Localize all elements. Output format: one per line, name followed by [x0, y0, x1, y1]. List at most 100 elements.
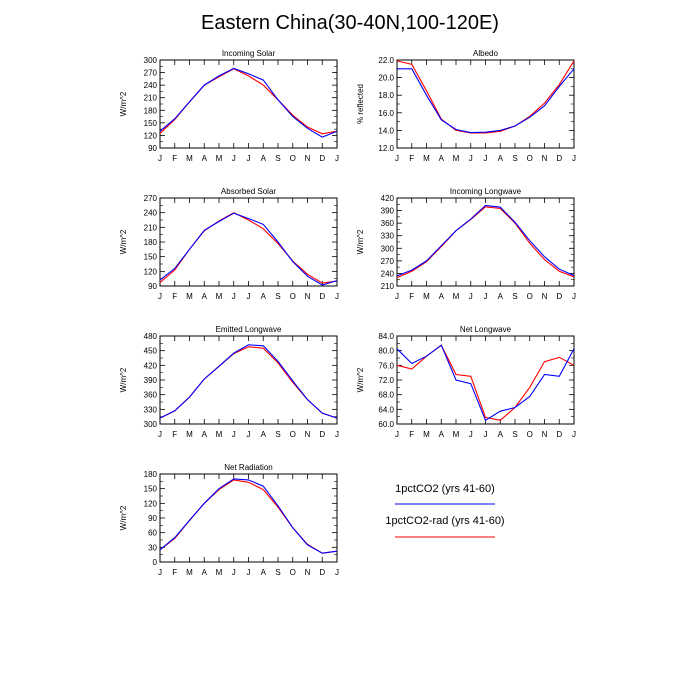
- y-tick-label: 270: [144, 194, 158, 203]
- plot-frame: [159, 197, 338, 287]
- y-tick-label: 0: [153, 558, 158, 567]
- x-tick-label: O: [290, 292, 296, 301]
- panel-title: Net Radiation: [224, 463, 272, 472]
- x-tick-label: A: [202, 568, 208, 577]
- legend-label-0: 1pctCO2 (yrs 41-60): [395, 483, 495, 495]
- x-tick-label: M: [186, 154, 193, 163]
- y-tick-label: 180: [144, 238, 158, 247]
- panel-4: Emitted Longwave W/m^2 300 330 360 390 420 450 4…: [119, 325, 339, 439]
- legend-label-1: 1pctCO2-rad (yrs 41-60): [385, 515, 504, 527]
- x-tick-label: O: [290, 568, 296, 577]
- y-tick-label: 18.0: [378, 91, 394, 100]
- y-tick-label: 150: [144, 485, 158, 494]
- y-tick-label: 76.0: [378, 361, 394, 370]
- y-tick-label: 90: [148, 514, 157, 523]
- x-tick-label: M: [186, 430, 193, 439]
- x-tick-label: F: [409, 430, 414, 439]
- x-tick-label: D: [319, 430, 325, 439]
- x-tick-label: A: [202, 154, 208, 163]
- x-tick-label: J: [232, 154, 236, 163]
- y-tick-label: 150: [144, 119, 158, 128]
- x-tick-label: M: [423, 292, 430, 301]
- x-tick-label: J: [335, 430, 339, 439]
- x-tick-label: M: [186, 568, 193, 577]
- x-tick-label: O: [290, 154, 296, 163]
- plot-frame: [396, 335, 575, 425]
- x-tick-label: J: [232, 430, 236, 439]
- x-tick-label: J: [469, 292, 473, 301]
- y-tick-label: 22.0: [378, 56, 394, 65]
- y-tick-label: 12.0: [378, 144, 394, 153]
- series-line-1: [396, 206, 575, 279]
- panel-3: Incoming Longwave W/m^2 210 240 270 300 330 360…: [356, 187, 576, 301]
- x-tick-label: J: [158, 430, 162, 439]
- y-tick-label: 120: [144, 499, 158, 508]
- y-axis-label: W/m^2: [356, 229, 365, 254]
- x-tick-label: A: [261, 430, 267, 439]
- x-tick-label: J: [395, 430, 399, 439]
- x-tick-label: M: [216, 568, 223, 577]
- y-tick-label: 360: [144, 391, 158, 400]
- series-line-1: [159, 68, 338, 135]
- y-tick-label: 390: [381, 207, 395, 216]
- x-tick-label: J: [335, 568, 339, 577]
- x-tick-label: N: [542, 154, 548, 163]
- x-tick-label: J: [232, 292, 236, 301]
- y-tick-label: 14.0: [378, 126, 394, 135]
- x-tick-label: J: [158, 154, 162, 163]
- x-tick-label: J: [247, 292, 251, 301]
- x-tick-label: J: [247, 154, 251, 163]
- x-tick-label: S: [275, 568, 280, 577]
- figure-title: Eastern China(30-40N,100-120E): [201, 12, 499, 34]
- plot-frame: [159, 335, 338, 425]
- series-line-1: [159, 346, 338, 419]
- y-axis-label: W/m^2: [356, 367, 365, 392]
- x-tick-label: J: [469, 430, 473, 439]
- x-tick-label: S: [275, 292, 280, 301]
- x-tick-label: D: [319, 154, 325, 163]
- x-tick-label: J: [572, 292, 576, 301]
- x-tick-label: A: [202, 430, 208, 439]
- x-tick-label: S: [512, 430, 517, 439]
- y-tick-label: 210: [144, 223, 158, 232]
- x-tick-label: A: [498, 430, 504, 439]
- y-tick-label: 72.0: [378, 376, 394, 385]
- x-tick-label: J: [469, 154, 473, 163]
- series-line-1: [396, 344, 575, 421]
- y-tick-label: 180: [144, 106, 158, 115]
- x-tick-label: A: [498, 154, 504, 163]
- y-tick-label: 150: [144, 253, 158, 262]
- panel-title: Absorbed Solar: [221, 187, 276, 196]
- x-tick-label: M: [216, 430, 223, 439]
- x-tick-label: N: [542, 430, 548, 439]
- x-tick-label: J: [572, 154, 576, 163]
- x-tick-label: J: [247, 568, 251, 577]
- panel-title: Albedo: [473, 49, 498, 58]
- panel-title: Emitted Longwave: [216, 325, 282, 334]
- x-tick-label: S: [512, 292, 517, 301]
- series-line-0: [159, 67, 338, 138]
- series-line-0: [396, 204, 575, 277]
- y-axis-label: W/m^2: [119, 367, 128, 392]
- y-tick-label: 84.0: [378, 332, 394, 341]
- y-tick-label: 20.0: [378, 74, 394, 83]
- x-tick-label: N: [305, 154, 311, 163]
- y-tick-label: 16.0: [378, 109, 394, 118]
- x-tick-label: J: [247, 430, 251, 439]
- y-tick-label: 120: [144, 131, 158, 140]
- series-line-1: [159, 212, 338, 284]
- y-tick-label: 300: [144, 420, 158, 429]
- panel-title: Net Longwave: [460, 325, 512, 334]
- series-line-0: [396, 344, 575, 422]
- y-tick-label: 390: [144, 376, 158, 385]
- series-line-0: [159, 344, 338, 419]
- series-line-1: [159, 479, 338, 554]
- y-axis-label: W/m^2: [119, 91, 128, 116]
- plot-frame: [396, 197, 575, 287]
- x-tick-label: A: [498, 292, 504, 301]
- y-axis-label: W/m^2: [119, 505, 128, 530]
- panel-title: Incoming Solar: [222, 49, 276, 58]
- x-tick-label: O: [527, 292, 533, 301]
